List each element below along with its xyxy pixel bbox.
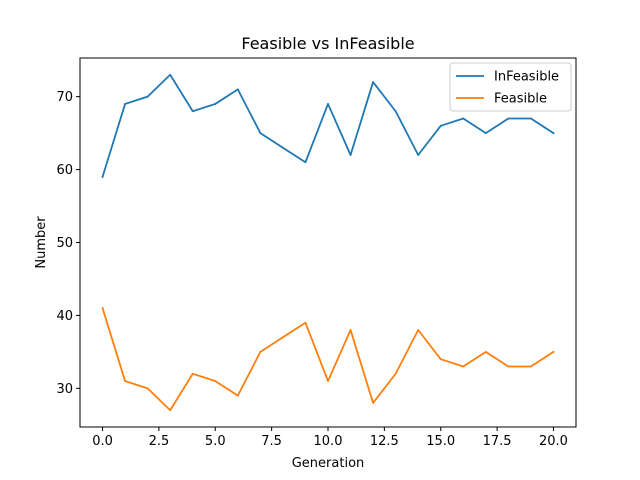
y-axis-label: Number xyxy=(34,216,49,269)
data-point-infeasible xyxy=(214,103,217,105)
data-point-infeasible xyxy=(394,110,397,113)
y-tick-label: 60 xyxy=(56,163,73,178)
data-point-infeasible xyxy=(372,81,374,83)
legend: InFeasible Feasible xyxy=(449,62,572,112)
data-point-infeasible xyxy=(169,73,172,76)
x-tick-label: 5.0 xyxy=(205,434,226,449)
x-tick-label: 12.5 xyxy=(370,434,399,449)
x-tick-label: 20.0 xyxy=(539,434,568,449)
x-axis-ticks: 0.0 2.5 5.0 7.5 10.0 12.5 15.0 17.5 20.0 xyxy=(92,427,568,449)
data-point-feasible xyxy=(327,380,329,382)
data-point-feasible xyxy=(507,365,510,368)
data-point-feasible xyxy=(146,387,149,390)
data-point-infeasible xyxy=(327,103,329,105)
data-point-feasible xyxy=(552,350,555,353)
data-point-feasible xyxy=(394,372,397,375)
x-tick-label: 17.5 xyxy=(483,434,512,449)
data-point-infeasible xyxy=(507,117,510,120)
data-point-infeasible xyxy=(417,154,420,156)
data-point-infeasible xyxy=(349,154,352,156)
legend-label-feasible: Feasible xyxy=(494,92,547,107)
legend-label-infeasible: InFeasible xyxy=(494,70,559,85)
data-point-infeasible xyxy=(259,132,262,135)
data-point-infeasible xyxy=(462,117,465,120)
data-point-infeasible xyxy=(236,88,239,91)
y-tick-label: 50 xyxy=(56,236,73,251)
chart-title: Feasible vs InFeasible xyxy=(241,34,414,53)
x-tick-label: 10.0 xyxy=(314,434,343,449)
legend-box xyxy=(449,62,572,112)
data-point-feasible xyxy=(124,380,126,382)
data-point-infeasible xyxy=(191,110,194,113)
data-point-feasible xyxy=(417,329,420,331)
data-point-feasible xyxy=(372,402,374,404)
data-point-feasible xyxy=(101,307,104,310)
data-point-feasible xyxy=(169,409,172,412)
data-point-infeasible xyxy=(124,103,126,105)
y-tick-label: 30 xyxy=(56,382,73,397)
y-tick-label: 40 xyxy=(56,309,73,324)
data-point-infeasible xyxy=(530,117,532,120)
data-point-infeasible xyxy=(484,132,487,135)
y-axis-ticks: 30 40 50 60 70 xyxy=(56,90,80,397)
x-tick-label: 15.0 xyxy=(426,434,455,449)
data-point-infeasible xyxy=(304,161,307,164)
data-point-infeasible xyxy=(439,124,442,127)
x-axis-label: Generation xyxy=(292,456,365,471)
data-point-feasible xyxy=(236,394,239,397)
data-point-feasible xyxy=(349,329,352,331)
data-point-feasible xyxy=(191,372,194,375)
data-point-feasible xyxy=(530,365,532,368)
x-tick-label: 7.5 xyxy=(261,434,282,449)
data-point-feasible xyxy=(439,358,442,361)
data-point-feasible xyxy=(462,365,465,368)
data-point-infeasible xyxy=(282,146,284,149)
series-lines xyxy=(101,73,555,412)
data-point-feasible xyxy=(484,350,487,353)
data-point-infeasible xyxy=(552,132,555,135)
data-point-feasible xyxy=(282,336,284,339)
data-point-feasible xyxy=(304,321,307,324)
data-point-feasible xyxy=(214,380,217,382)
x-tick-label: 0.0 xyxy=(92,434,113,449)
y-tick-label: 70 xyxy=(56,90,73,105)
data-point-infeasible xyxy=(101,175,104,178)
data-point-feasible xyxy=(259,350,262,353)
data-point-infeasible xyxy=(146,95,149,98)
x-tick-label: 2.5 xyxy=(149,434,170,449)
